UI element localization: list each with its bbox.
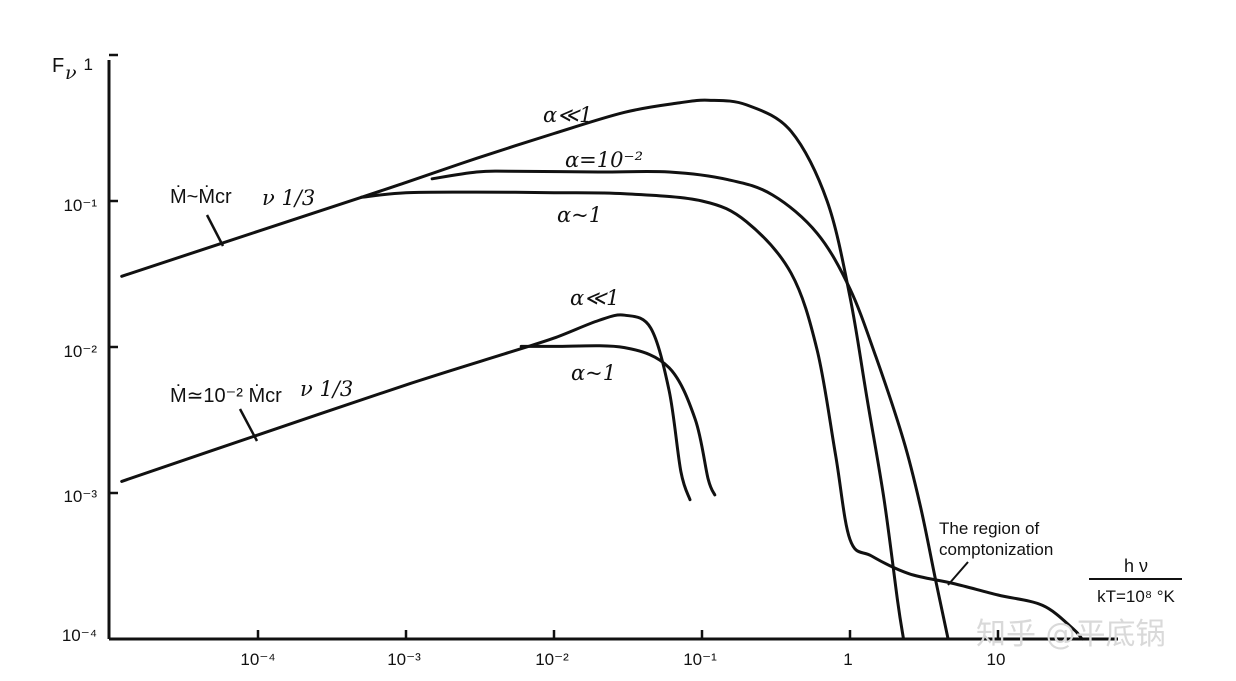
y-tick-marks [109, 53, 118, 641]
x-tick-label-1e-3: 10⁻³ [387, 650, 421, 669]
x-axis-title-numerator: h ν [1124, 556, 1148, 576]
label-alpha-approx-1-upper: α~1 [557, 203, 602, 227]
series-upper-alpha-approx-1 [359, 190, 1084, 641]
series-lower-alpha-much-less-1 [120, 313, 692, 502]
label-comptonization-line1: The region of [939, 519, 1039, 538]
y-tick-label-1e-1: 10⁻¹ [63, 196, 97, 215]
leader-upper-rate [205, 214, 225, 247]
label-slope-upper: ν 1/3 [262, 186, 315, 210]
leader-comptonization [947, 561, 969, 586]
watermark-text: 知乎 @平底锅 [976, 617, 1166, 652]
label-rate-upper: Ṁ~Ṁcr [170, 185, 232, 208]
x-tick-label-1: 1 [843, 650, 852, 669]
label-alpha-1e-2-upper: α=10⁻² [565, 148, 643, 172]
y-tick-label-1e-3: 10⁻³ [63, 487, 97, 506]
x-tick-label-1e-4: 10⁻⁴ [240, 650, 275, 669]
series-curves [120, 98, 1084, 641]
x-tick-label-10: 10 [987, 650, 1006, 669]
leader-lower-rate [238, 408, 259, 442]
label-rate-lower: Ṁ≃10⁻² Ṁcr [170, 384, 282, 407]
label-comptonization-line2: comptonization [939, 540, 1053, 559]
y-axis-title: F [52, 55, 64, 77]
label-alpha-much-less-1-upper: α≪1 [543, 103, 593, 127]
y-tick-label-1e-4: 10⁻⁴ [62, 626, 97, 645]
x-tick-marks [256, 630, 1000, 639]
label-alpha-much-less-1-lower: α≪1 [570, 286, 620, 310]
series-upper-alpha-1e-2 [430, 169, 950, 641]
x-tick-label-1e-2: 10⁻² [535, 650, 569, 669]
y-tick-label-1e-2: 10⁻² [63, 342, 97, 361]
label-slope-lower: ν 1/3 [300, 377, 353, 401]
y-axis-title-subscript: ν [65, 62, 77, 84]
series-lower-alpha-approx-1 [519, 344, 717, 497]
series-upper-alpha-much-less-1 [120, 98, 905, 641]
x-axis-title-denominator: kT=10⁸ °K [1097, 587, 1175, 606]
label-alpha-approx-1-lower: α~1 [571, 361, 616, 385]
x-tick-label-1e-1: 10⁻¹ [683, 650, 717, 669]
y-tick-label-1: 1 [84, 55, 93, 74]
